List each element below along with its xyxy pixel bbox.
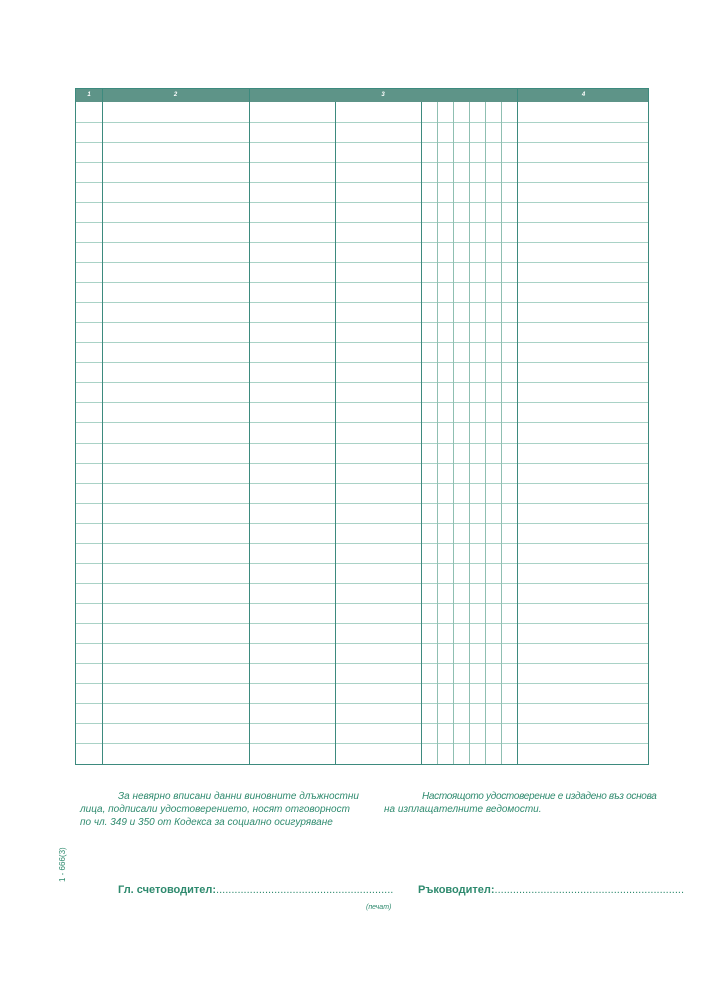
signature-label: Ръководител: (418, 884, 495, 896)
row-divider (76, 382, 648, 384)
note-line: на изплащателните ведомости. (384, 804, 542, 815)
column-divider (102, 89, 103, 764)
row-divider (76, 482, 648, 484)
column-divider (249, 89, 250, 764)
row-divider (76, 302, 648, 304)
row-divider (76, 162, 648, 164)
row-divider (76, 462, 648, 464)
row-divider (76, 502, 648, 504)
row-divider (76, 322, 648, 324)
row-divider (76, 602, 648, 604)
row-divider (76, 622, 648, 624)
subcolumn-divider (485, 102, 486, 764)
row-divider (76, 362, 648, 364)
basis-note: Настоящото удостоверение е издадено въз … (384, 790, 674, 816)
subcolumn-divider (335, 102, 336, 764)
row-divider (76, 282, 648, 284)
table-header: 1 2 3 4 (76, 89, 648, 102)
row-divider (76, 582, 648, 584)
note-line: лица, подписали удостоверението, носят о… (80, 804, 350, 815)
row-divider (76, 142, 648, 144)
row-divider (76, 202, 648, 204)
form-code: 1 - 666(3) (58, 847, 67, 882)
row-divider (76, 242, 648, 244)
row-divider (76, 642, 648, 644)
note-line: Настоящото удостоверение е издадено въз … (422, 791, 657, 802)
row-divider (76, 662, 648, 664)
stamp-label: (печат) (366, 904, 392, 911)
subcolumn-divider (437, 102, 438, 764)
row-divider (76, 342, 648, 344)
row-divider (76, 262, 648, 264)
signature-label: Гл. счетоводител: (118, 884, 217, 896)
row-divider (76, 702, 648, 704)
column-header-1: 1 (87, 92, 91, 98)
note-line: За невярно вписани данни виновните длъжн… (118, 791, 359, 802)
column-divider (517, 89, 518, 764)
row-divider (76, 402, 648, 404)
row-divider (76, 742, 648, 744)
row-divider (76, 222, 648, 224)
row-divider (76, 682, 648, 684)
signature-line[interactable]: ........................................… (216, 884, 394, 896)
row-divider (76, 722, 648, 724)
row-divider (76, 442, 648, 444)
manager-signature: Ръководител:............................… (418, 884, 684, 896)
row-divider (76, 542, 648, 544)
subcolumn-divider (469, 102, 470, 764)
row-divider (76, 122, 648, 124)
column-header-2: 2 (173, 92, 178, 98)
note-line: по чл. 349 и 350 от Кодекса за социално … (80, 817, 333, 828)
row-divider (76, 182, 648, 184)
form-table: 1 2 3 4 (75, 88, 649, 765)
subcolumn-divider (501, 102, 502, 764)
column-header-4: 4 (581, 92, 586, 98)
column-header-3: 3 (381, 92, 385, 98)
chief-accountant-signature: Гл. счетоводител:.......................… (118, 884, 393, 896)
row-divider (76, 522, 648, 524)
row-divider (76, 422, 648, 424)
liability-note: За невярно вписани данни виновните длъжн… (80, 790, 365, 829)
subcolumn-divider (453, 102, 454, 764)
row-divider (76, 562, 648, 564)
subcolumn-divider (421, 102, 422, 764)
signature-line[interactable]: ........................................… (494, 884, 685, 896)
